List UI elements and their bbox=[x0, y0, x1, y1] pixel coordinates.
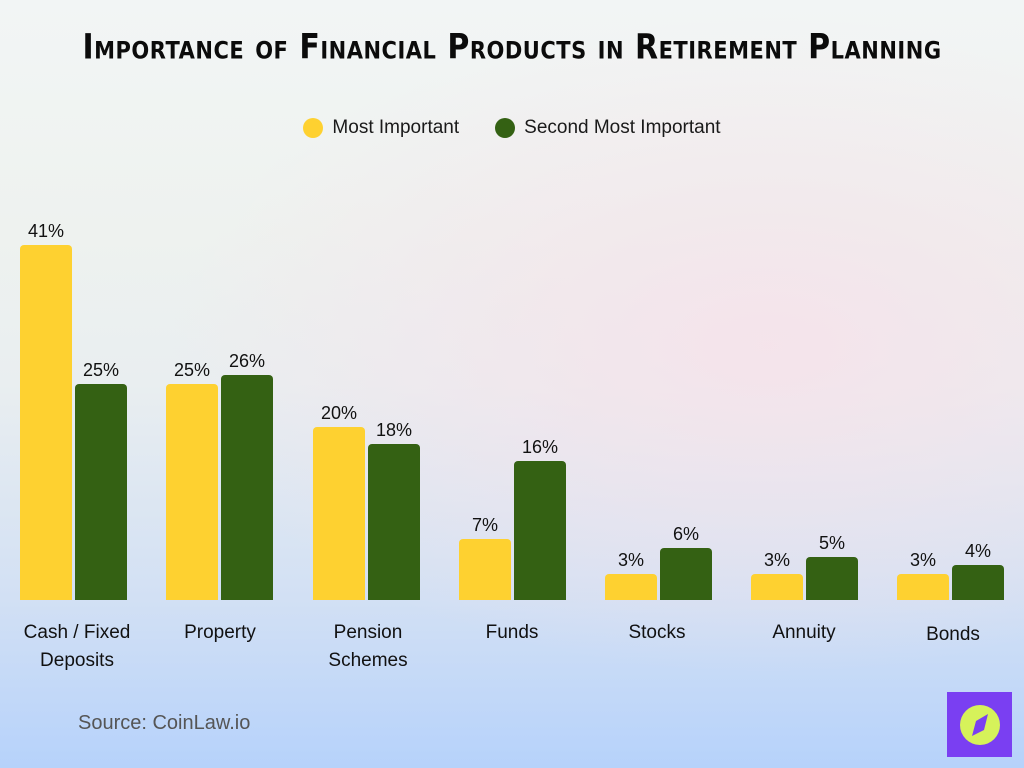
bar-second-most-important bbox=[660, 548, 712, 600]
bar-value-label: 3% bbox=[617, 550, 644, 571]
bar-most-important bbox=[751, 574, 803, 600]
bar-second-most-important bbox=[221, 374, 273, 600]
category-label-line: Stocks bbox=[628, 622, 686, 643]
category-label-line: Deposits bbox=[40, 650, 114, 671]
bar-value-label: 3% bbox=[763, 550, 790, 571]
bar-most-important bbox=[605, 574, 657, 600]
category-label-annuity: Annuity bbox=[734, 619, 874, 647]
bar-value-label: 5% bbox=[818, 532, 845, 553]
bar-second-most-important bbox=[514, 461, 566, 600]
category-label-pension: Pension Schemes bbox=[298, 619, 438, 675]
bar-second-most-important bbox=[952, 565, 1004, 600]
logo bbox=[947, 692, 1012, 757]
bar-second-most-important bbox=[368, 444, 420, 600]
bar-most-important bbox=[897, 574, 949, 600]
bar-value-label: 26% bbox=[228, 350, 266, 371]
compass-icon bbox=[959, 704, 1000, 745]
category-label-line: Annuity bbox=[772, 622, 836, 643]
bar-value-label: 41% bbox=[27, 220, 65, 241]
legend-item-most-important: Most Important bbox=[303, 117, 459, 139]
bar-value-label: 25% bbox=[173, 359, 211, 380]
bar-value-label: 25% bbox=[82, 359, 120, 380]
category-label-line: Pension bbox=[333, 622, 403, 643]
category-label-line: Property bbox=[184, 622, 256, 643]
source-note: Source: CoinLaw.io bbox=[78, 712, 251, 734]
category-label-line: Funds bbox=[485, 622, 539, 643]
bar-value-label: 20% bbox=[320, 402, 358, 423]
bar-most-important bbox=[166, 383, 218, 600]
legend: Most Important Second Most Important bbox=[0, 117, 1024, 139]
bar-most-important bbox=[459, 539, 511, 600]
bar-value-label: 18% bbox=[375, 420, 413, 441]
chart-title: Importance of Financial Products in Reti… bbox=[82, 27, 942, 68]
category-label-line: Cash / Fixed bbox=[23, 622, 131, 643]
category-label-cash: Cash / Fixed Deposits bbox=[7, 619, 147, 675]
bar-most-important bbox=[313, 426, 365, 600]
bar-second-most-important bbox=[806, 556, 858, 600]
legend-swatch-yellow bbox=[303, 118, 324, 138]
legend-swatch-green bbox=[495, 118, 516, 138]
bar-most-important bbox=[20, 244, 72, 600]
category-label-property: Property bbox=[150, 619, 290, 647]
category-label-stocks: Stocks bbox=[587, 619, 727, 647]
bar-value-label: 4% bbox=[964, 541, 991, 562]
category-label-bonds: Bonds bbox=[883, 621, 1023, 649]
category-label-line: Schemes bbox=[328, 650, 408, 671]
category-label-funds: Funds bbox=[442, 619, 582, 647]
bar-value-label: 6% bbox=[672, 524, 699, 545]
legend-label: Most Important bbox=[332, 117, 460, 138]
category-label-line: Bonds bbox=[926, 624, 980, 645]
legend-item-second-most-important: Second Most Important bbox=[495, 117, 721, 139]
bar-value-label: 3% bbox=[909, 550, 936, 571]
legend-label: Second Most Important bbox=[524, 117, 721, 138]
bar-second-most-important bbox=[75, 383, 127, 600]
bar-value-label: 7% bbox=[471, 515, 498, 536]
bar-value-label: 16% bbox=[521, 437, 559, 458]
